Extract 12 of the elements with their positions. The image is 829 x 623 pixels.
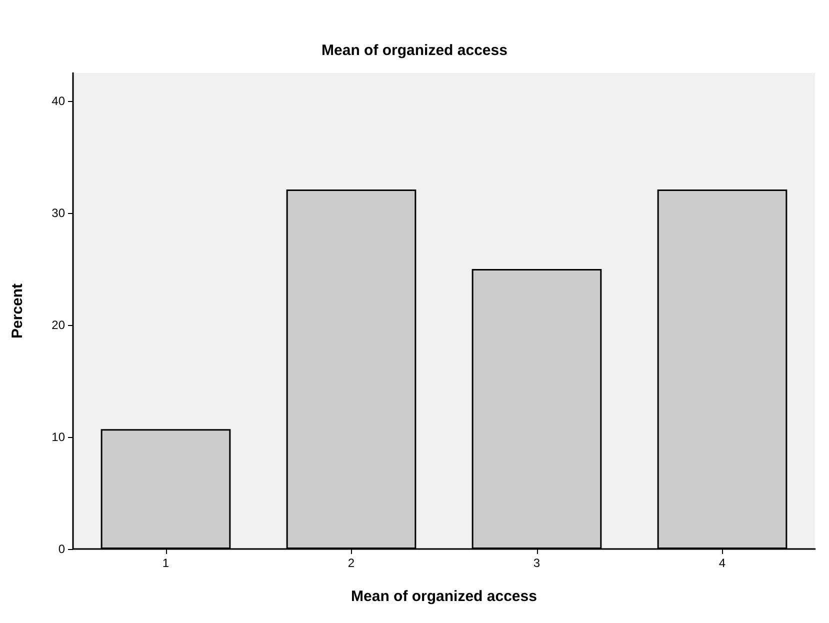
x-tick-label: 1 — [162, 556, 170, 570]
x-axis-title: Mean of organized access — [351, 588, 537, 605]
y-tick-label: 20 — [52, 318, 66, 332]
chart-title: Mean of organized access — [322, 42, 508, 59]
y-tick-label: 40 — [52, 94, 66, 108]
y-axis-title: Percent — [9, 283, 26, 339]
y-tick-label: 30 — [52, 206, 66, 220]
y-tick-label: 10 — [52, 430, 66, 444]
y-tick-label: 0 — [58, 542, 66, 556]
x-tick-label: 2 — [348, 556, 355, 570]
x-tick-label: 4 — [718, 556, 726, 570]
x-tick-label: 3 — [533, 556, 540, 570]
